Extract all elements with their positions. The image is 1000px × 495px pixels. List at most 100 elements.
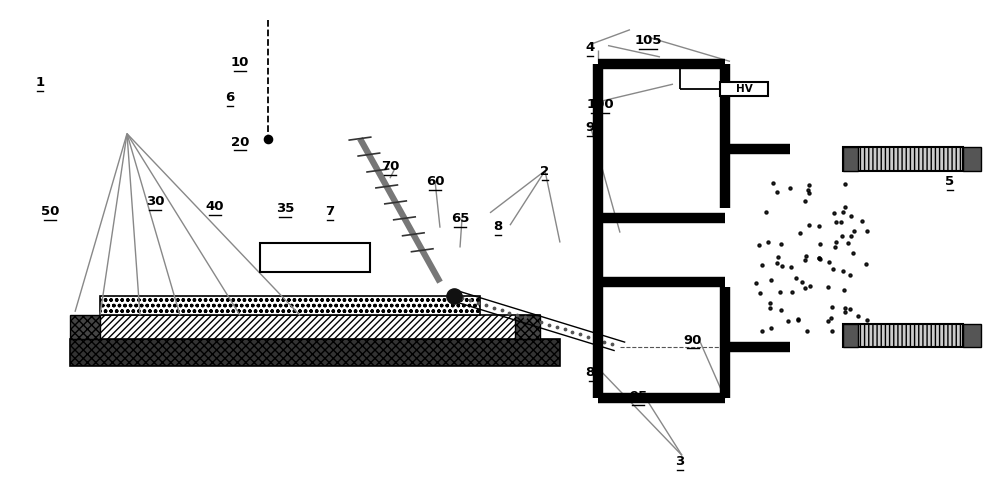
- Bar: [515, 315, 540, 339]
- Bar: [100, 296, 480, 315]
- Point: [840, 239, 856, 247]
- Bar: [720, 82, 768, 96]
- Text: 6: 6: [225, 91, 235, 104]
- Point: [826, 209, 842, 217]
- Point: [798, 252, 814, 260]
- Bar: [963, 147, 981, 171]
- Point: [572, 330, 588, 338]
- Point: [825, 265, 841, 273]
- Point: [541, 321, 557, 329]
- Text: 9: 9: [585, 121, 595, 134]
- Point: [800, 186, 816, 194]
- Bar: [843, 324, 858, 347]
- Text: 95: 95: [629, 391, 647, 403]
- Text: 90: 90: [684, 334, 702, 346]
- Point: [850, 312, 866, 320]
- Point: [604, 340, 620, 348]
- Point: [517, 313, 533, 321]
- Point: [837, 203, 853, 211]
- Point: [788, 274, 804, 282]
- Point: [780, 317, 796, 325]
- Text: 8: 8: [493, 220, 503, 233]
- Point: [769, 189, 785, 197]
- Point: [794, 279, 810, 287]
- Point: [454, 294, 470, 302]
- Bar: [70, 339, 560, 366]
- Point: [797, 256, 813, 264]
- Point: [763, 324, 779, 332]
- Point: [763, 276, 779, 284]
- Text: 7: 7: [325, 205, 335, 218]
- Point: [478, 301, 494, 309]
- Point: [835, 208, 851, 216]
- Point: [823, 314, 839, 322]
- Text: 20: 20: [231, 136, 249, 148]
- Point: [769, 259, 785, 267]
- Point: [501, 308, 517, 316]
- Point: [762, 304, 778, 312]
- Text: 35: 35: [276, 202, 294, 215]
- Bar: [843, 147, 963, 171]
- Point: [801, 181, 817, 189]
- Point: [843, 212, 859, 220]
- Point: [754, 260, 770, 268]
- Point: [758, 208, 774, 216]
- Point: [845, 249, 861, 257]
- Point: [828, 239, 844, 247]
- Text: 40: 40: [206, 200, 224, 213]
- Point: [812, 240, 828, 248]
- Point: [859, 316, 875, 324]
- Point: [846, 227, 862, 235]
- Point: [811, 222, 827, 230]
- Point: [824, 302, 840, 310]
- Text: 4: 4: [585, 42, 595, 54]
- Point: [801, 190, 817, 198]
- Point: [760, 238, 776, 246]
- Point: [799, 327, 815, 335]
- Point: [842, 271, 858, 279]
- Point: [774, 262, 790, 270]
- Text: 80: 80: [586, 366, 604, 379]
- Point: [596, 338, 612, 346]
- Point: [754, 327, 770, 335]
- Point: [790, 315, 806, 323]
- Text: 3: 3: [675, 455, 685, 468]
- Point: [462, 297, 478, 304]
- Point: [557, 326, 573, 334]
- Text: 10: 10: [231, 56, 249, 69]
- Point: [858, 260, 874, 268]
- Point: [843, 232, 859, 240]
- Point: [773, 240, 789, 248]
- Point: [797, 285, 813, 293]
- Point: [772, 289, 788, 297]
- Text: 65: 65: [451, 212, 469, 225]
- Point: [773, 306, 789, 314]
- Point: [837, 180, 853, 188]
- Point: [821, 258, 837, 266]
- Point: [486, 304, 502, 312]
- Point: [790, 316, 806, 324]
- Point: [820, 283, 836, 291]
- Bar: [963, 324, 981, 347]
- Text: 2: 2: [540, 165, 550, 178]
- Bar: [260, 243, 370, 272]
- Point: [811, 254, 827, 262]
- Point: [835, 267, 851, 275]
- Text: 5: 5: [945, 175, 955, 188]
- Point: [827, 244, 843, 251]
- Text: 1: 1: [35, 76, 45, 89]
- Point: [525, 316, 541, 324]
- Point: [854, 217, 870, 225]
- Point: [824, 327, 840, 335]
- Point: [751, 241, 767, 249]
- Point: [820, 317, 836, 325]
- Point: [797, 197, 813, 204]
- Text: 70: 70: [381, 160, 399, 173]
- Point: [260, 135, 276, 143]
- Text: 30: 30: [146, 195, 164, 208]
- Point: [446, 292, 462, 299]
- Text: 50: 50: [41, 205, 59, 218]
- Point: [837, 307, 853, 315]
- Point: [564, 328, 580, 336]
- Bar: [100, 315, 540, 339]
